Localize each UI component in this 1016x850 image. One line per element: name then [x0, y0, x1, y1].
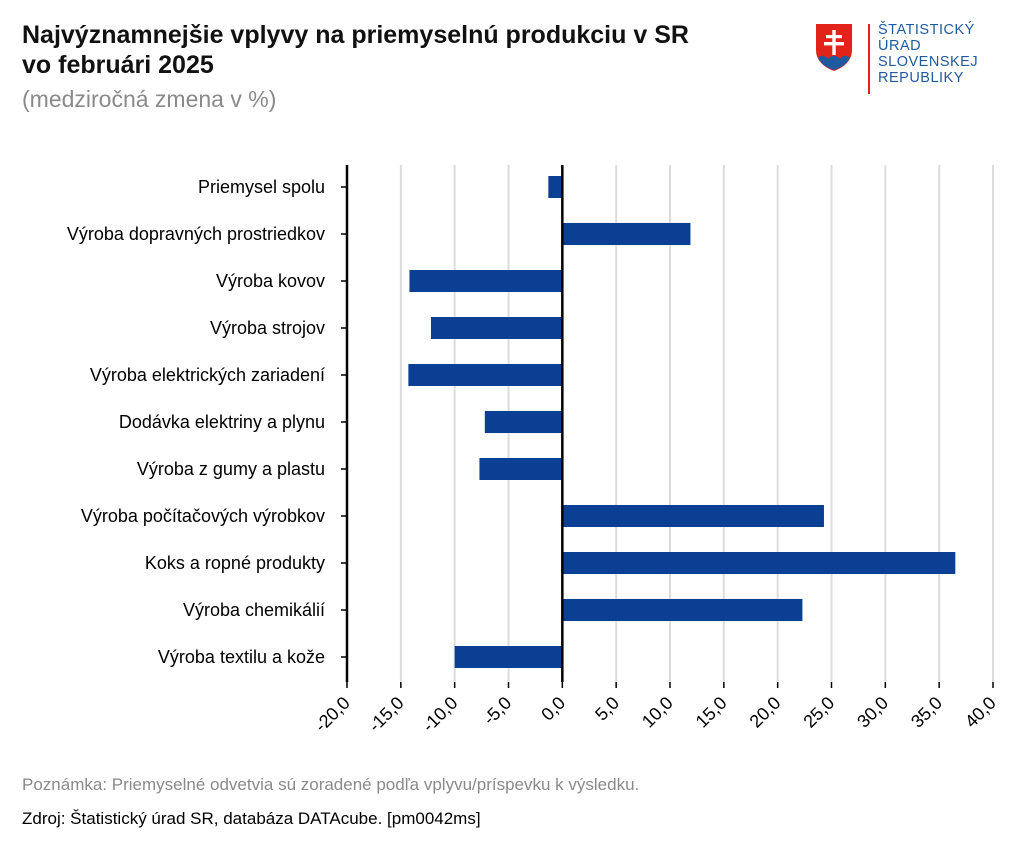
logo-text: ŠTATISTICKÝ ÚRAD SLOVENSKEJ REPUBLIKY [878, 22, 978, 86]
x-tick-label: -10,0 [418, 693, 461, 736]
x-tick-label: 0,0 [537, 693, 569, 725]
x-tick-label: 25,0 [799, 693, 838, 732]
chart-source: Zdroj: Štatistický úrad SR, databáza DAT… [22, 809, 481, 828]
susr-logo: ŠTATISTICKÝ ÚRAD SLOVENSKEJ REPUBLIKY [812, 20, 1002, 100]
x-tick-label: 40,0 [961, 693, 1000, 732]
category-label: Výroba textilu a kože [158, 647, 325, 667]
x-tick-label: 30,0 [853, 693, 892, 732]
bar [454, 646, 563, 668]
x-tick-label: 20,0 [746, 693, 785, 732]
x-tick-label: 35,0 [907, 693, 946, 732]
category-label: Výroba dopravných prostriedkov [67, 224, 325, 244]
chart-note: Poznámka: Priemyselné odvetvia sú zorade… [22, 775, 640, 794]
x-tick-label: -5,0 [479, 693, 515, 729]
chart-title-line1: Najvýznamnejšie vplyvy na priemyselnú pr… [22, 21, 689, 49]
logo-text-line3: SLOVENSKEJ [878, 54, 979, 70]
x-tick-label: -20,0 [311, 693, 354, 736]
bar [484, 411, 563, 433]
bar [562, 505, 824, 527]
chart-subtitle: (medziročná zmena v %) [22, 86, 277, 112]
logo-text-line1: ŠTATISTICKÝ [878, 22, 975, 38]
category-label: Výroba počítačových výrobkov [81, 506, 325, 526]
category-label: Priemysel spolu [198, 177, 325, 197]
x-tick-label: 15,0 [692, 693, 731, 732]
logo-text-line4: REPUBLIKY [878, 70, 964, 86]
logo-divider [868, 24, 870, 94]
x-tick-label: 5,0 [591, 693, 623, 725]
bar [430, 317, 563, 339]
bar [562, 599, 803, 621]
x-tick-label: -15,0 [365, 693, 408, 736]
bar [409, 270, 563, 292]
bar [562, 223, 691, 245]
category-label: Výroba z gumy a plastu [137, 459, 325, 479]
x-tick-label: 10,0 [638, 693, 677, 732]
bar [408, 364, 563, 386]
category-label: Výroba chemikálií [183, 600, 325, 620]
logo-text-line2: ÚRAD [878, 38, 922, 54]
chart-title-line2: vo februári 2025 [22, 51, 214, 79]
slovak-coat-of-arms-icon [816, 24, 852, 71]
chart-title: Najvýznamnejšie vplyvy na priemyselnú pr… [22, 20, 689, 80]
category-label: Koks a ropné produkty [145, 553, 325, 573]
bar [548, 176, 563, 198]
category-label: Dodávka elektriny a plynu [119, 412, 325, 432]
bar [562, 552, 956, 574]
category-label: Výroba elektrických zariadení [90, 365, 325, 385]
category-label: Výroba strojov [210, 318, 325, 338]
bar-chart: Priemysel spolu Výroba dopravných prostri… [67, 165, 1000, 736]
bar [479, 458, 563, 480]
category-label: Výroba kovov [216, 271, 325, 291]
